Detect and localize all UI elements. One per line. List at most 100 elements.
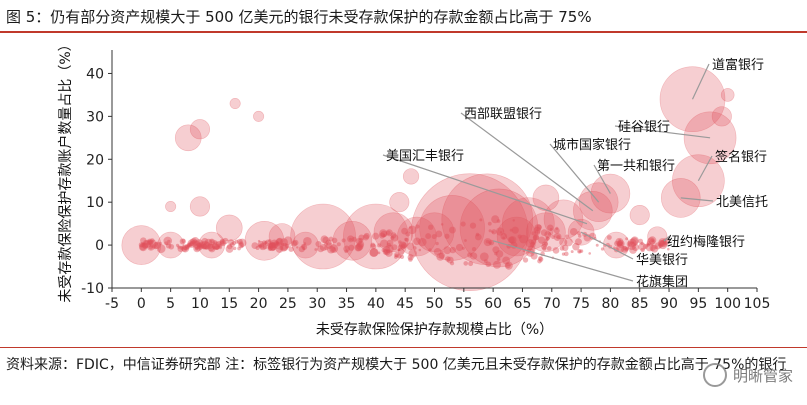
data-point	[355, 238, 363, 245]
data-point	[508, 236, 517, 244]
data-point	[485, 239, 490, 244]
data-point	[284, 243, 290, 249]
data-point	[588, 252, 592, 255]
data-point	[496, 257, 501, 262]
data-bubble	[496, 216, 537, 257]
data-point	[156, 244, 166, 253]
data-point	[483, 238, 492, 247]
data-point	[219, 240, 225, 246]
data-point	[153, 245, 158, 250]
data-point	[179, 246, 184, 250]
data-point	[500, 232, 508, 240]
data-point	[348, 237, 352, 241]
data-point	[148, 245, 154, 250]
data-point	[616, 240, 625, 248]
data-point	[475, 232, 480, 237]
data-point	[440, 223, 444, 226]
data-point	[574, 238, 582, 246]
data-point	[390, 234, 399, 242]
data-point	[268, 239, 272, 243]
data-point	[638, 242, 647, 251]
bank-label: 西部联盟银行	[464, 107, 542, 122]
data-point	[195, 239, 204, 247]
data-point	[667, 247, 670, 251]
data-point	[436, 252, 445, 261]
data-point	[385, 249, 393, 257]
data-point	[264, 239, 272, 246]
data-point	[301, 244, 308, 250]
data-point	[418, 237, 427, 247]
data-point	[354, 244, 362, 252]
data-point	[463, 261, 469, 266]
data-point	[646, 243, 651, 247]
leader-line	[549, 143, 600, 203]
data-point	[204, 246, 209, 250]
data-bubble	[402, 168, 420, 185]
data-point	[257, 244, 261, 247]
data-bubble	[419, 195, 485, 261]
data-point	[532, 234, 539, 241]
data-point	[492, 246, 500, 254]
data-point	[529, 241, 536, 248]
data-point	[292, 239, 299, 246]
data-point	[650, 244, 659, 253]
data-bubble	[343, 203, 409, 270]
data-point	[547, 224, 554, 231]
data-point	[377, 243, 382, 248]
data-point	[559, 238, 568, 247]
bank-label: 华美银行	[636, 253, 688, 268]
data-point	[488, 239, 495, 246]
data-bubble	[189, 119, 211, 140]
data-point	[259, 242, 267, 251]
y-tick-label: 30	[86, 109, 104, 125]
data-bubble	[532, 184, 560, 212]
x-tick-label: 40	[367, 296, 385, 312]
data-point	[401, 227, 408, 235]
data-point	[659, 243, 664, 248]
leader-line	[593, 164, 611, 194]
bank-label: 纽约梅隆银行	[667, 235, 745, 250]
data-point	[385, 244, 394, 254]
data-point	[538, 256, 543, 261]
data-point	[507, 236, 515, 244]
data-point	[464, 239, 467, 242]
data-point	[487, 221, 492, 226]
data-point	[268, 241, 276, 249]
data-bubble	[441, 173, 534, 266]
data-point	[408, 257, 413, 262]
data-bubble	[121, 225, 162, 265]
data-point	[460, 221, 466, 227]
data-point	[551, 235, 555, 240]
x-tick-label: 10	[191, 296, 209, 312]
data-point	[370, 242, 376, 248]
data-point	[386, 242, 392, 248]
data-point	[622, 246, 627, 251]
data-point	[640, 241, 644, 246]
data-bubble	[157, 231, 184, 259]
data-point	[259, 243, 265, 249]
data-point	[495, 227, 505, 236]
data-point	[201, 244, 207, 250]
data-point	[491, 230, 494, 234]
data-point	[577, 249, 582, 254]
data-point	[488, 229, 492, 233]
data-point	[399, 254, 405, 259]
data-point	[435, 241, 439, 246]
data-point	[181, 244, 190, 253]
data-point	[196, 242, 204, 250]
data-point	[407, 254, 414, 261]
data-point	[234, 239, 239, 244]
data-point	[646, 241, 652, 246]
data-bubble	[629, 205, 650, 226]
data-point	[405, 231, 411, 237]
data-point	[188, 243, 192, 247]
data-point	[356, 242, 364, 250]
data-point	[627, 238, 637, 248]
data-point	[397, 244, 403, 250]
data-point	[544, 231, 552, 238]
data-point	[646, 243, 649, 246]
data-point	[440, 250, 444, 254]
x-tick-label: -5	[105, 296, 119, 312]
data-point	[467, 252, 473, 258]
data-bubble	[720, 88, 735, 102]
